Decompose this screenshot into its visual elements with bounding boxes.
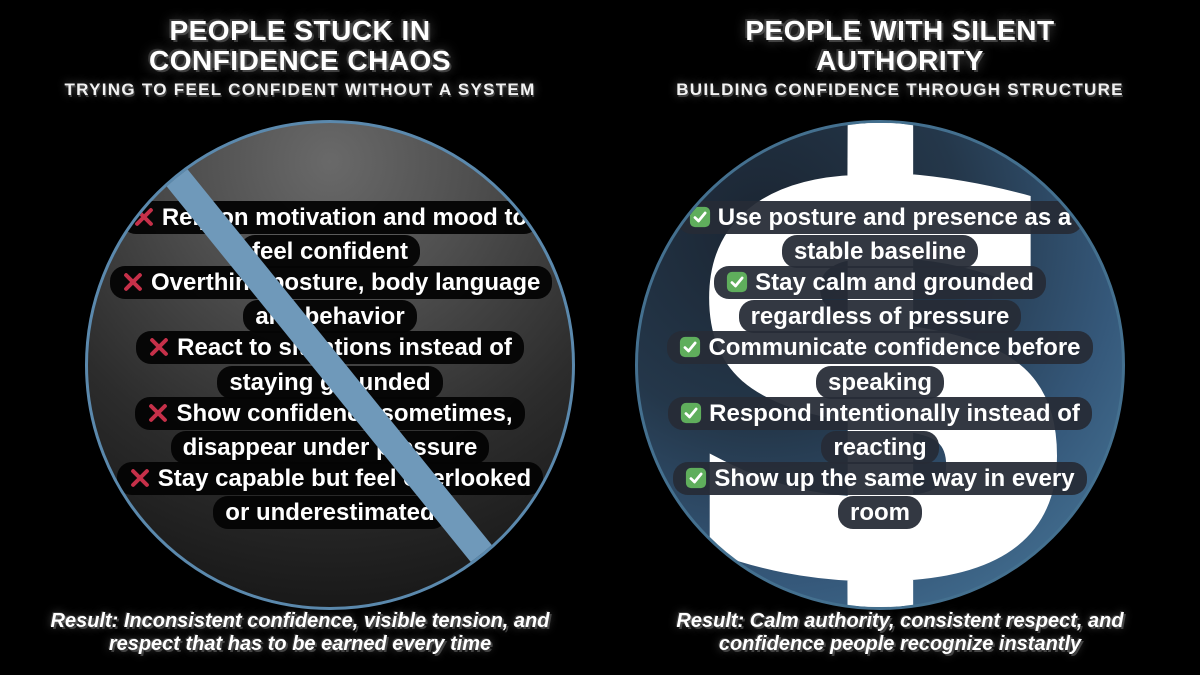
list-item: Show up the same way in every room [660, 462, 1100, 530]
list-item-label: Overthink posture, body language and beh… [151, 268, 541, 331]
right-result-text: Result: Calm authority, consistent respe… [676, 610, 1124, 656]
list-item: Use posture and presence as a stable bas… [660, 200, 1100, 268]
list-item: Respond intentionally instead of reactin… [660, 396, 1100, 464]
list-item: Stay capable but feel overlooked or unde… [110, 462, 550, 530]
list-item-label: Communicate confidence before speaking [708, 334, 1081, 396]
list-item: Rely on motivation and mood to feel conf… [110, 200, 550, 268]
left-panel-title: PEOPLE STUCK IN CONFIDENCE CHAOS [148, 15, 451, 76]
chaos-item-list: Rely on motivation and mood to feel conf… [88, 123, 572, 607]
red-x-icon [122, 270, 144, 301]
list-item: Stay calm and grounded regardless of pre… [660, 265, 1100, 334]
left-result-text: Result: Inconsistent confidence, visible… [50, 610, 550, 656]
panel-silent-authority: PEOPLE WITH SILENT AUTHORITY BUILDING CO… [600, 0, 1200, 675]
list-item-label: Use posture and presence as a stable bas… [717, 203, 1072, 265]
list-item-label: Show up the same way in every room [714, 465, 1075, 527]
list-item-label: Respond intentionally instead of reactin… [709, 399, 1080, 461]
list-item-label: Stay capable but feel overlooked or unde… [157, 465, 532, 527]
list-item: Overthink posture, body language and beh… [110, 265, 553, 334]
right-panel-subtitle: BUILDING CONFIDENCE THROUGH STRUCTURE [676, 80, 1124, 99]
green-check-icon [680, 401, 702, 432]
left-panel-subtitle: TRYING TO FEEL CONFIDENT WITHOUT A SYSTE… [64, 80, 536, 99]
panel-confidence-chaos: PEOPLE STUCK IN CONFIDENCE CHAOS TRYING … [50, 15, 575, 656]
authority-circle: $ Use posture and presence as a stable b… [635, 120, 1125, 610]
red-x-icon [133, 205, 155, 236]
green-check-icon [679, 335, 701, 366]
list-item: Communicate confidence before speaking [660, 331, 1100, 399]
authority-item-list: Use posture and presence as a stable bas… [638, 123, 1122, 607]
list-item: Show confidence sometimes, disappear und… [110, 396, 550, 464]
list-item-label: React to situations instead of staying g… [177, 334, 512, 396]
green-check-icon [689, 205, 711, 236]
list-item: React to situations instead of staying g… [110, 331, 550, 399]
chaos-circle: Rely on motivation and mood to feel conf… [85, 120, 575, 610]
green-check-icon [726, 270, 748, 301]
list-item-label: Stay calm and grounded regardless of pre… [750, 268, 1034, 331]
red-x-icon [148, 335, 170, 366]
list-item-label: Show confidence sometimes, disappear und… [176, 399, 513, 461]
green-check-icon [685, 466, 707, 497]
red-x-icon [129, 466, 151, 497]
red-x-icon [147, 401, 169, 432]
right-panel-title: PEOPLE WITH SILENT AUTHORITY [745, 15, 1055, 76]
